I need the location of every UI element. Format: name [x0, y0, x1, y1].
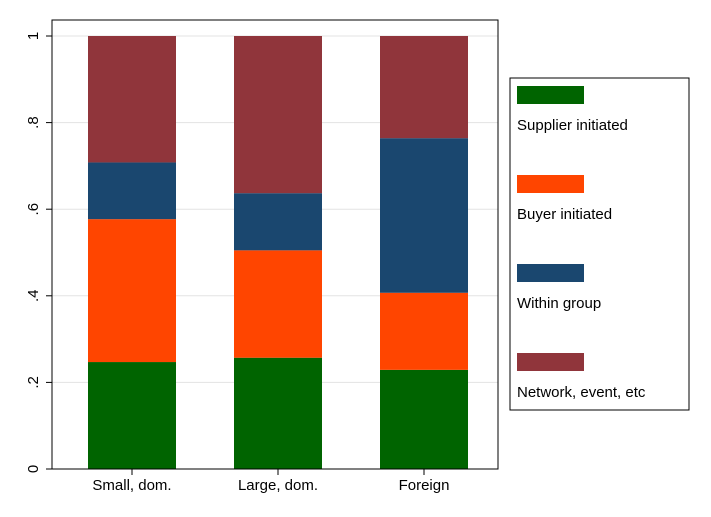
legend-swatch-network-event-etc [517, 353, 584, 371]
bar-segment-within-group [234, 193, 322, 251]
bar-segment-network-event-etc [88, 36, 176, 163]
bar-segment-buyer-initiated [234, 250, 322, 358]
bar-segment-buyer-initiated [88, 219, 176, 363]
y-tick-label: .4 [25, 290, 42, 303]
axes: 0 .2 .4 .6 .8 1 Small, dom. Large, dom. Foreign [25, 19, 499, 494]
legend-label-network-event-etc: Network, event, etc [517, 384, 646, 401]
legend-label-buyer-initiated: Buyer initiated [517, 206, 612, 223]
legend-label-within-group: Within group [517, 295, 601, 312]
bar-segment-within-group [88, 162, 176, 220]
plot-frame [51, 19, 499, 470]
legend-swatch-supplier-initiated [517, 86, 584, 104]
legend-swatch-within-group [517, 264, 584, 282]
category-label: Small, dom. [92, 477, 171, 494]
legend-swatch-buyer-initiated [517, 175, 584, 193]
legend-label-supplier-initiated: Supplier initiated [517, 117, 628, 134]
bars [88, 36, 468, 469]
bar-segment-supplier-initiated [88, 362, 176, 469]
y-tick-label: .2 [25, 376, 42, 389]
y-tick-label: .8 [25, 116, 42, 129]
y-tick-label: 1 [25, 32, 42, 40]
bar-segment-buyer-initiated [380, 292, 468, 370]
y-tick-label: 0 [25, 465, 42, 473]
category-label: Large, dom. [238, 477, 318, 494]
bar-segment-supplier-initiated [380, 369, 468, 469]
y-tick-label: .6 [25, 203, 42, 216]
category-label: Foreign [399, 477, 450, 494]
legend: Supplier initiated Buyer initiated Within … [509, 77, 690, 411]
bar-segment-supplier-initiated [234, 357, 322, 469]
bar-segment-within-group [380, 138, 468, 293]
bar-segment-network-event-etc [234, 36, 322, 194]
bar-segment-network-event-etc [380, 36, 468, 139]
